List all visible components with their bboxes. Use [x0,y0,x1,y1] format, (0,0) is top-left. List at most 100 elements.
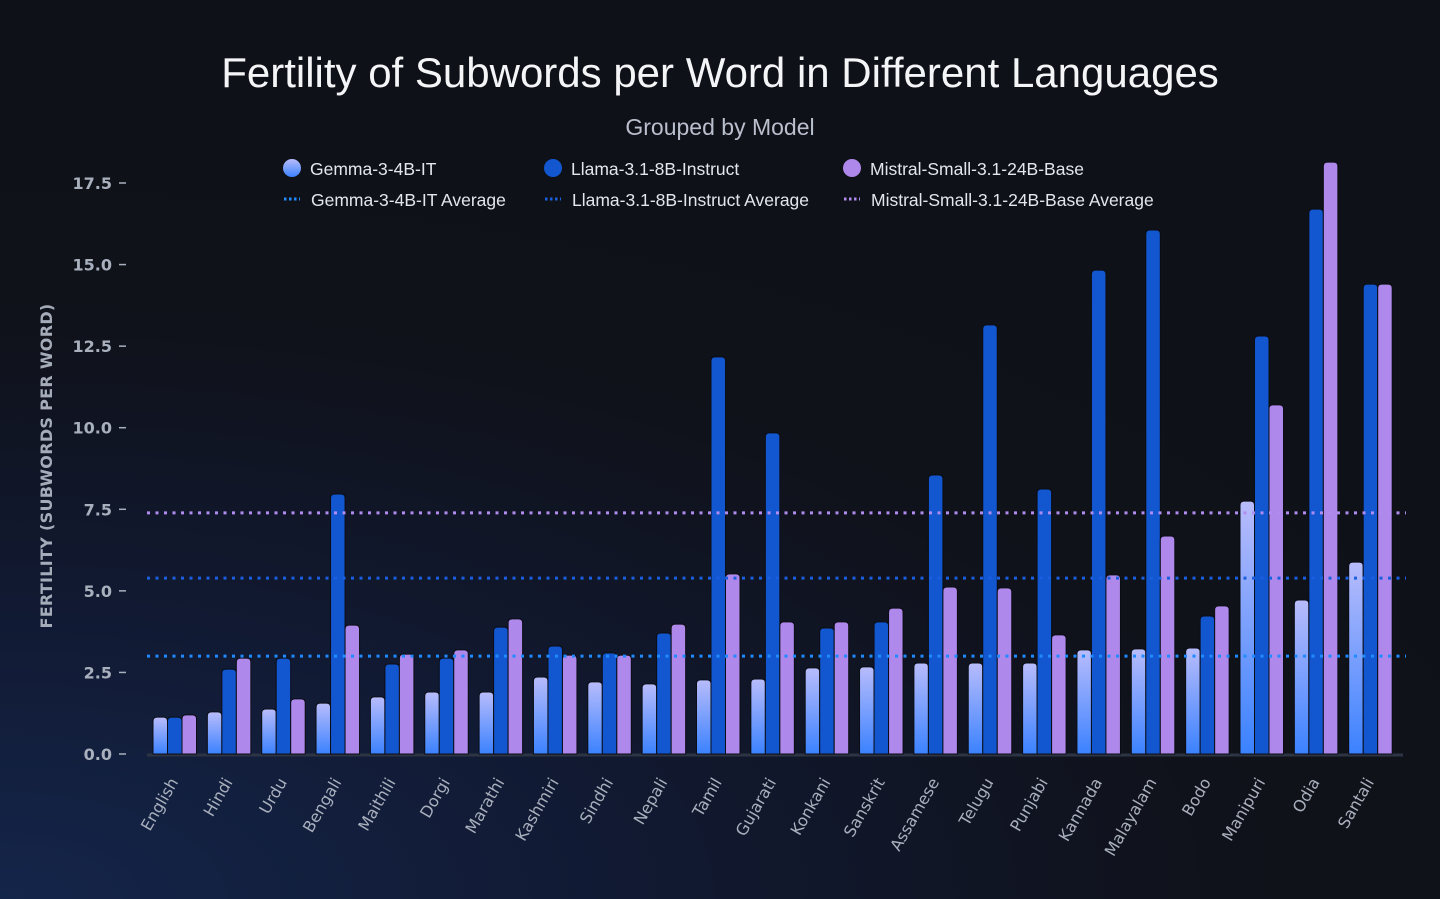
bar-llama-3-1-8b-instruct-dorgi[interactable] [438,657,455,755]
bar-llama-3-1-8b-instruct-english[interactable] [167,716,183,755]
bar-group-manipuri [1239,335,1284,755]
bar-mistral-small-3-1-24b-base-sanskrit[interactable] [888,607,904,755]
bar-mistral-small-3-1-24b-base-punjabi[interactable] [1051,634,1067,755]
bar-llama-3-1-8b-instruct-sanskrit[interactable] [873,621,890,755]
x-tick-label: Kannada [1055,775,1106,845]
bar-llama-3-1-8b-instruct-punjabi[interactable] [1036,488,1053,755]
bar-mistral-small-3-1-24b-base-nepali[interactable] [670,623,687,755]
bar-llama-3-1-8b-instruct-tamil[interactable] [710,356,726,755]
bar-mistral-small-3-1-24b-base-kashmiri[interactable] [561,654,578,755]
legend-marker-mistral [843,159,861,177]
bar-llama-3-1-8b-instruct-nepali[interactable] [656,632,672,755]
bar-group-assamese [913,474,958,755]
legend-item-llama-average[interactable]: Llama-3.1-8B-Instruct Average [545,190,809,210]
bar-mistral-small-3-1-24b-base-manipuri[interactable] [1268,404,1284,755]
x-tick-label: Maithili [354,775,399,835]
bar-group-marathi [478,618,524,755]
bar-gemma-3-4b-it-bengali[interactable] [315,702,332,755]
bar-gemma-3-4b-it-bodo[interactable] [1185,647,1201,755]
bar-mistral-small-3-1-24b-base-bengali[interactable] [344,624,361,755]
bar-group-tamil [696,356,741,755]
bar-group-dorgi [424,649,469,755]
bar-gemma-3-4b-it-assamese[interactable] [913,662,929,755]
bar-group-hindi [206,657,252,755]
legend-label-gemma: Gemma-3-4B-IT [310,159,437,179]
bar-mistral-small-3-1-24b-base-kannada[interactable] [1105,574,1121,755]
bar-mistral-small-3-1-24b-base-marathi[interactable] [507,618,524,755]
bar-gemma-3-4b-it-dorgi[interactable] [424,691,440,755]
legend-item-gemma-average[interactable]: Gemma-3-4B-IT Average [284,190,506,210]
bar-llama-3-1-8b-instruct-maithili[interactable] [384,663,400,755]
bar-mistral-small-3-1-24b-base-tamil[interactable] [725,573,741,755]
legend-item-mistral-average[interactable]: Mistral-Small-3.1-24B-Base Average [844,190,1154,210]
bar-mistral-small-3-1-24b-base-hindi[interactable] [235,657,252,755]
bar-llama-3-1-8b-instruct-odia[interactable] [1308,208,1324,755]
bar-mistral-small-3-1-24b-base-gujarati[interactable] [779,621,795,755]
bar-gemma-3-4b-it-sindhi[interactable] [587,681,603,755]
bar-gemma-3-4b-it-punjabi[interactable] [1022,662,1038,755]
bar-gemma-3-4b-it-maithili[interactable] [369,696,386,755]
bar-mistral-small-3-1-24b-base-maithili[interactable] [398,653,415,755]
bar-llama-3-1-8b-instruct-kannada[interactable] [1090,269,1107,755]
bar-gemma-3-4b-it-santali[interactable] [1348,561,1364,755]
bar-mistral-small-3-1-24b-base-konkani[interactable] [833,621,850,755]
bar-llama-3-1-8b-instruct-kashmiri[interactable] [547,645,563,755]
bar-llama-3-1-8b-instruct-marathi[interactable] [493,626,509,755]
bar-llama-3-1-8b-instruct-hindi[interactable] [221,668,237,755]
x-tick-label: Dorgi [416,775,454,822]
bar-gemma-3-4b-it-kashmiri[interactable] [532,676,549,755]
bar-llama-3-1-8b-instruct-malayalam[interactable] [1145,229,1161,755]
bar-mistral-small-3-1-24b-base-malayalam[interactable] [1159,535,1176,755]
bar-gemma-3-4b-it-malayalam[interactable] [1130,648,1147,755]
bar-mistral-small-3-1-24b-base-bodo[interactable] [1214,605,1230,755]
bar-mistral-small-3-1-24b-base-assamese[interactable] [942,586,958,755]
bar-mistral-small-3-1-24b-base-santali[interactable] [1377,283,1393,755]
bar-gemma-3-4b-it-sanskrit[interactable] [859,666,875,755]
bar-llama-3-1-8b-instruct-bodo[interactable] [1199,615,1216,755]
bar-gemma-3-4b-it-telugu[interactable] [967,662,984,755]
x-tick-label: Kashmiri [511,775,562,845]
bar-gemma-3-4b-it-gujarati[interactable] [750,678,766,755]
legend-item-gemma[interactable]: Gemma-3-4B-IT [283,159,437,179]
bar-group-urdu [261,657,306,755]
bar-gemma-3-4b-it-odia[interactable] [1293,599,1310,755]
bar-gemma-3-4b-it-konkani[interactable] [804,667,821,755]
bar-llama-3-1-8b-instruct-gujarati[interactable] [764,432,781,755]
bar-gemma-3-4b-it-tamil[interactable] [696,679,712,755]
bar-llama-3-1-8b-instruct-konkani[interactable] [819,627,835,755]
bar-llama-3-1-8b-instruct-telugu[interactable] [982,324,998,755]
x-tick-label: Santali [1334,775,1378,832]
bar-mistral-small-3-1-24b-base-odia[interactable] [1322,161,1339,755]
bar-gemma-3-4b-it-urdu[interactable] [261,708,277,755]
legend-item-mistral[interactable]: Mistral-Small-3.1-24B-Base [843,159,1084,179]
x-tick-label: Marathi [461,775,508,837]
x-tick-label: Odia [1289,775,1324,817]
bar-llama-3-1-8b-instruct-santali[interactable] [1362,283,1379,755]
y-tick-label: 7.5 [84,500,112,519]
bars [152,161,1393,755]
bar-group-kashmiri [532,645,578,755]
bar-gemma-3-4b-it-hindi[interactable] [206,711,223,755]
bar-gemma-3-4b-it-nepali[interactable] [641,683,658,755]
bar-mistral-small-3-1-24b-base-telugu[interactable] [996,587,1013,755]
bar-group-maithili [369,653,415,755]
bar-mistral-small-3-1-24b-base-urdu[interactable] [290,698,306,755]
bar-mistral-small-3-1-24b-base-sindhi[interactable] [616,654,632,755]
legend-item-llama[interactable]: Llama-3.1-8B-Instruct [544,159,739,179]
bar-llama-3-1-8b-instruct-sindhi[interactable] [601,652,618,755]
bar-llama-3-1-8b-instruct-manipuri[interactable] [1254,335,1270,755]
x-tick-label: Urdu [255,775,291,818]
bar-llama-3-1-8b-instruct-bengali[interactable] [330,493,346,755]
bar-mistral-small-3-1-24b-base-dorgi[interactable] [453,649,469,755]
bar-mistral-small-3-1-24b-base-english[interactable] [181,714,197,755]
bar-llama-3-1-8b-instruct-assamese[interactable] [927,474,944,755]
bar-gemma-3-4b-it-kannada[interactable] [1076,649,1092,755]
bar-gemma-3-4b-it-english[interactable] [152,716,168,755]
bar-llama-3-1-8b-instruct-urdu[interactable] [275,657,292,755]
bar-gemma-3-4b-it-manipuri[interactable] [1239,500,1255,755]
chart-subtitle: Grouped by Model [625,114,814,140]
x-tick-label: Manipuri [1218,775,1269,845]
bar-group-punjabi [1022,488,1067,755]
x-tick-label: Assamese [886,775,943,855]
bar-gemma-3-4b-it-marathi[interactable] [478,691,495,755]
